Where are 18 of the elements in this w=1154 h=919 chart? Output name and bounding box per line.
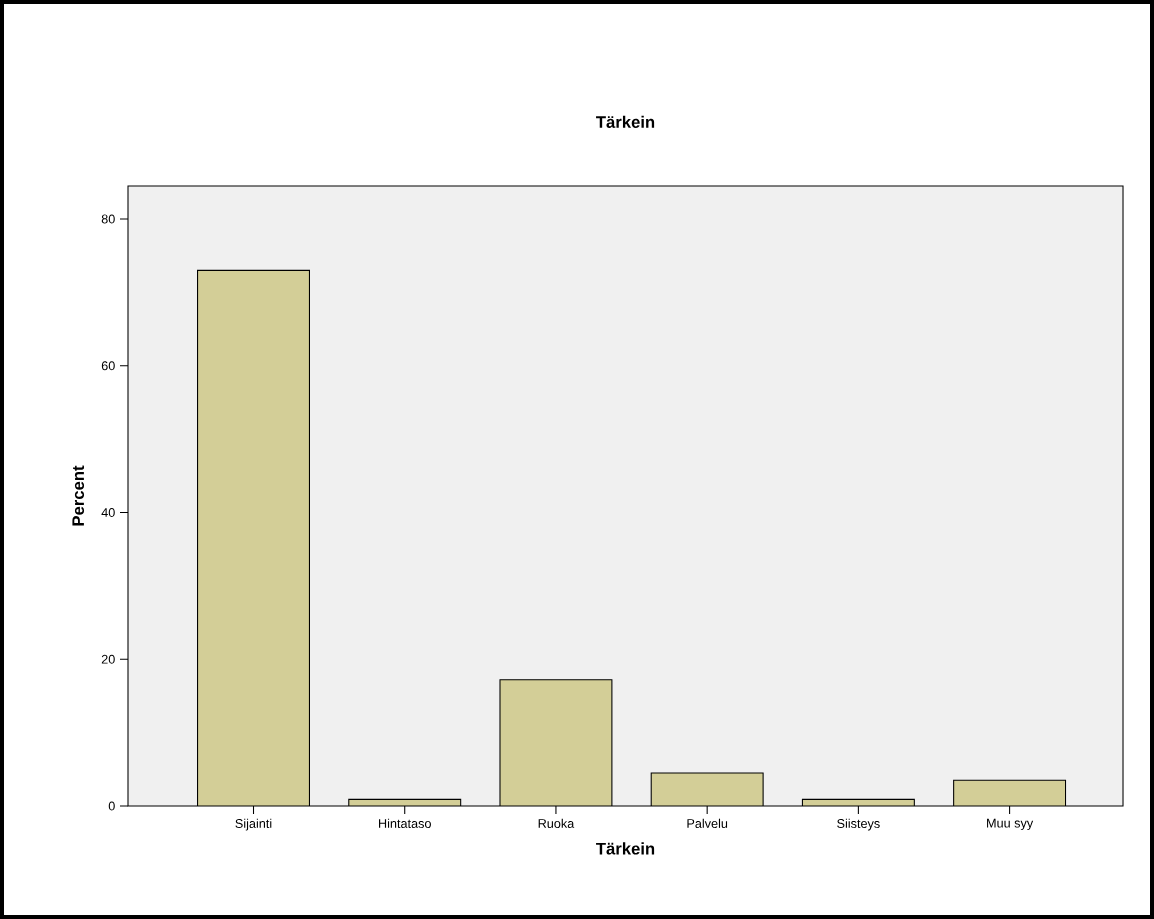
x-tick-label: Muu syy xyxy=(987,818,1034,831)
y-tick-label: 20 xyxy=(101,654,115,664)
y-tick-label: 40 xyxy=(101,508,115,517)
x-tick-label: Ruoka xyxy=(538,818,575,828)
y-tick-label: 60 xyxy=(101,361,115,371)
y-tick-label: 80 xyxy=(101,214,115,224)
bar xyxy=(953,779,1067,806)
y-axis-title: Percent xyxy=(72,465,85,526)
y-tick-label: 0 xyxy=(108,801,115,811)
x-tick-label: Hintataso xyxy=(379,818,431,828)
bar xyxy=(650,772,764,806)
bar xyxy=(499,679,613,806)
chart-title: Tärkein xyxy=(596,115,655,128)
x-axis-title: Tärkein xyxy=(596,842,655,855)
x-tick-label: Palvelu xyxy=(687,818,728,828)
x-tick-label: Siisteys xyxy=(837,818,880,831)
x-tick-label: Sijainti xyxy=(235,818,272,831)
bar xyxy=(197,269,310,806)
